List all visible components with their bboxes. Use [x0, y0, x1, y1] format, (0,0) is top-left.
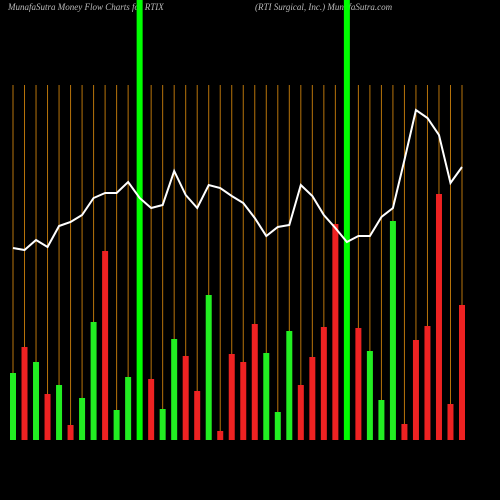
bar: [148, 379, 155, 440]
bar: [79, 398, 86, 440]
line: [12, 108, 463, 252]
chart-subtitle: (RTI Surgical, Inc.) MunafaSutra.com: [255, 2, 393, 12]
bar: [355, 328, 362, 440]
bar: [412, 340, 419, 440]
bar: [251, 324, 258, 440]
bar: [159, 409, 166, 440]
bar: [459, 305, 465, 440]
bar: [435, 194, 442, 440]
bar: [21, 347, 28, 440]
highlight: [343, 0, 350, 440]
bar: [332, 224, 339, 440]
bar: [194, 391, 201, 440]
bar: [205, 295, 212, 440]
bar: [228, 354, 235, 440]
bar: [424, 326, 431, 440]
bar: [309, 357, 316, 440]
highlight: [136, 0, 143, 440]
bar: [263, 353, 270, 440]
bar: [378, 400, 385, 440]
bar: [366, 351, 373, 440]
bar: [182, 356, 189, 440]
bar: [447, 404, 454, 440]
bar: [389, 221, 396, 440]
bar: [113, 410, 120, 440]
bar: [90, 322, 97, 440]
bar: [56, 385, 63, 440]
bar: [33, 362, 40, 440]
chart-title: MunafaSutra Money Flow Charts for RTIX: [7, 2, 164, 12]
bar: [44, 394, 51, 440]
bar: [125, 377, 132, 440]
bar: [297, 385, 304, 440]
bar: [67, 425, 74, 440]
bar: [10, 373, 16, 440]
bar: [171, 339, 178, 440]
bar: [286, 331, 293, 440]
bar: [401, 424, 408, 440]
bar: [240, 362, 247, 440]
bar: [217, 431, 224, 440]
bar: [274, 412, 281, 440]
bar: [320, 327, 327, 440]
bar: [102, 251, 109, 440]
